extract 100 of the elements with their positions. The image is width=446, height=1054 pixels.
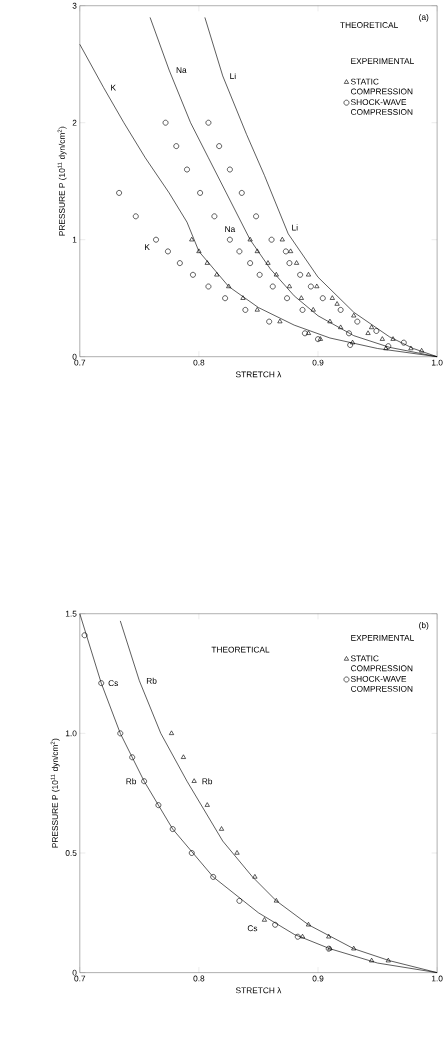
legend-label: STATIC COMPRESSION	[351, 655, 413, 672]
point	[173, 143, 180, 149]
x-tick-label: 0.8	[193, 359, 205, 366]
point	[117, 730, 124, 737]
series-label: Rb	[147, 677, 157, 684]
point	[299, 307, 306, 313]
point	[214, 271, 220, 277]
y-tick-label: 2	[72, 119, 77, 126]
point	[314, 283, 320, 289]
annotation: Rb	[202, 778, 213, 785]
point	[177, 260, 183, 266]
y-tick-label: 3	[72, 2, 77, 9]
point	[351, 945, 357, 951]
point	[205, 119, 212, 126]
point	[242, 307, 249, 313]
point	[306, 921, 312, 927]
y-tick-label: 0	[72, 353, 77, 360]
annotation: THEORETICAL	[211, 646, 270, 653]
point	[254, 248, 260, 253]
point	[369, 324, 375, 330]
point	[227, 236, 233, 243]
annotation: (a)	[419, 13, 429, 22]
point	[337, 307, 344, 313]
point	[205, 283, 212, 290]
point	[190, 271, 196, 278]
point	[272, 921, 279, 928]
point	[283, 248, 289, 255]
point	[338, 324, 344, 330]
point	[98, 680, 105, 686]
point	[298, 295, 305, 300]
annotation: Na	[225, 226, 236, 233]
point	[295, 933, 301, 940]
point	[181, 754, 187, 759]
point	[270, 283, 276, 290]
annotation: Li	[292, 224, 298, 231]
point	[287, 283, 293, 289]
point	[204, 260, 210, 265]
point	[310, 307, 316, 312]
annotation: Rb	[126, 778, 137, 785]
point	[219, 826, 225, 831]
point	[116, 190, 123, 196]
point	[162, 119, 169, 126]
point	[170, 826, 176, 832]
x-axis-title: STRETCH λ	[236, 371, 282, 378]
point	[211, 213, 218, 220]
point	[373, 328, 380, 334]
annotation: THEORETICAL	[340, 22, 399, 28]
point	[222, 295, 229, 302]
point	[191, 778, 197, 783]
point	[419, 348, 425, 353]
point	[385, 343, 392, 350]
y-axis-title: PRESSURE P (10$^{11}$ dyn/cm$^{2}$)	[50, 738, 60, 848]
legend-label: STATIC COMPRESSION	[351, 78, 413, 95]
y-tick-label: 0.5	[65, 850, 77, 856]
point	[347, 342, 354, 348]
annotation: Cs	[247, 925, 258, 932]
point	[408, 345, 414, 351]
point	[369, 957, 375, 963]
series-label: K	[111, 84, 117, 91]
point	[153, 236, 160, 243]
point	[346, 330, 352, 337]
x-tick-label: 0.9	[312, 359, 324, 366]
point	[81, 632, 88, 639]
point	[141, 778, 148, 785]
point	[268, 236, 275, 243]
point	[277, 318, 283, 324]
point	[273, 897, 279, 903]
point	[327, 318, 333, 324]
point	[379, 336, 385, 341]
point	[216, 143, 223, 149]
point	[133, 213, 139, 220]
legend-label: SHOCK-WAVE COMPRESSION	[351, 675, 413, 692]
y-axis-title: PRESSURE P (10$^{11}$ dyn/cm$^{2}$)	[57, 126, 67, 236]
point	[320, 295, 326, 302]
point	[315, 336, 322, 343]
series-label: Li	[230, 72, 236, 79]
point	[196, 248, 202, 253]
legend-label: SHOCK-WAVE COMPRESSION	[351, 99, 413, 115]
point	[247, 236, 253, 242]
point	[326, 933, 332, 939]
x-tick-label: 1.0	[432, 359, 443, 366]
point	[318, 336, 324, 341]
point	[247, 260, 254, 266]
point	[189, 850, 195, 856]
legend-title: EXPERIMENTAL	[351, 635, 415, 641]
legend-title: EXPERIMENTAL	[351, 58, 415, 64]
point	[234, 850, 240, 855]
point	[306, 330, 312, 335]
point	[240, 295, 246, 300]
point	[365, 330, 371, 335]
point	[334, 301, 340, 306]
point	[279, 236, 285, 242]
series-label: Na	[176, 67, 187, 73]
point	[155, 802, 162, 808]
point	[306, 271, 312, 277]
point	[262, 917, 268, 922]
point	[236, 248, 243, 255]
point	[256, 271, 263, 278]
point	[129, 754, 136, 761]
point	[265, 260, 271, 265]
